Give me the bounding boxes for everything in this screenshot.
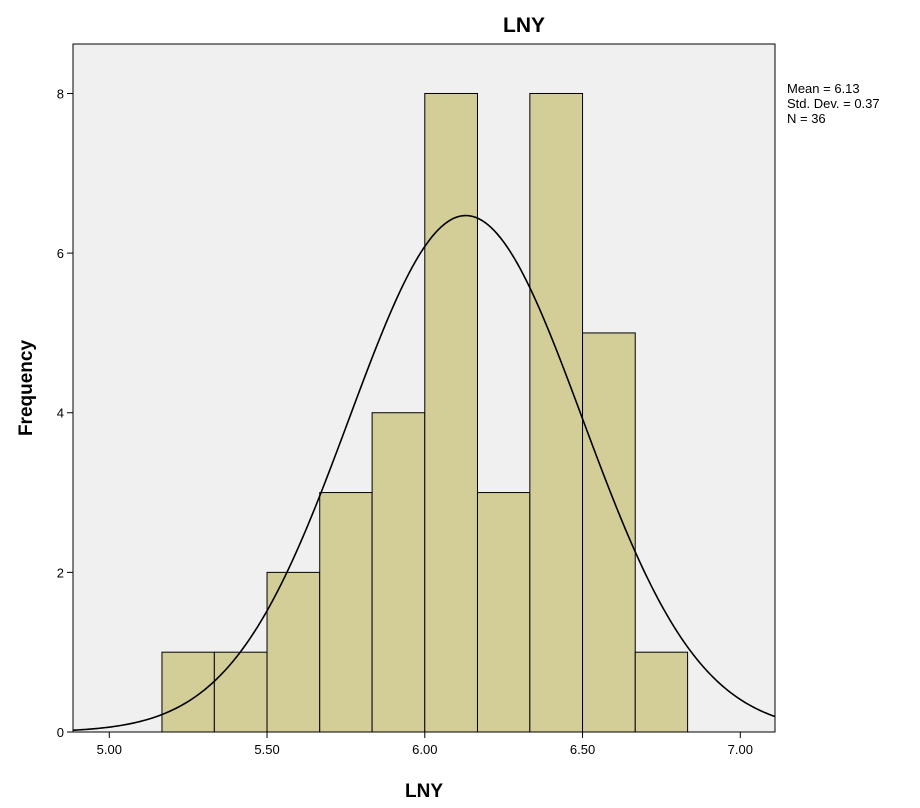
histogram-bar xyxy=(213,651,268,733)
y-tick-label: 8 xyxy=(57,86,64,101)
histogram-bar xyxy=(476,492,531,733)
histogram-bar xyxy=(371,412,426,733)
chart-title: LNY xyxy=(503,14,545,37)
x-tick-label: 5.00 xyxy=(97,742,122,757)
normal-curve xyxy=(72,214,776,731)
histogram-bar xyxy=(529,92,584,733)
stats-std-dev: Std. Dev. = 0.37 xyxy=(787,96,880,111)
y-axis: 0 2 4 6 8 xyxy=(57,86,73,740)
x-axis-title: LNY xyxy=(405,781,443,802)
x-tick-label: 5.50 xyxy=(254,742,279,757)
histogram-bar xyxy=(266,571,321,733)
stats-n: N = 36 xyxy=(787,111,826,126)
y-axis-title: Frequency xyxy=(16,340,37,437)
x-axis: 5.00 5.50 6.00 6.50 7.00 xyxy=(97,732,753,757)
histogram-bar xyxy=(319,492,373,733)
histogram-bar xyxy=(424,92,478,733)
y-tick-label: 2 xyxy=(57,565,64,580)
histogram-bar xyxy=(634,651,689,733)
bars-group xyxy=(161,92,689,733)
x-tick-label: 6.50 xyxy=(570,742,595,757)
stats-mean: Mean = 6.13 xyxy=(787,81,860,96)
histogram-bar xyxy=(161,651,215,733)
x-tick-label: 6.00 xyxy=(412,742,437,757)
y-tick-label: 0 xyxy=(57,725,64,740)
y-tick-label: 6 xyxy=(57,246,64,261)
x-tick-label: 7.00 xyxy=(728,742,753,757)
y-tick-label: 4 xyxy=(57,406,64,421)
